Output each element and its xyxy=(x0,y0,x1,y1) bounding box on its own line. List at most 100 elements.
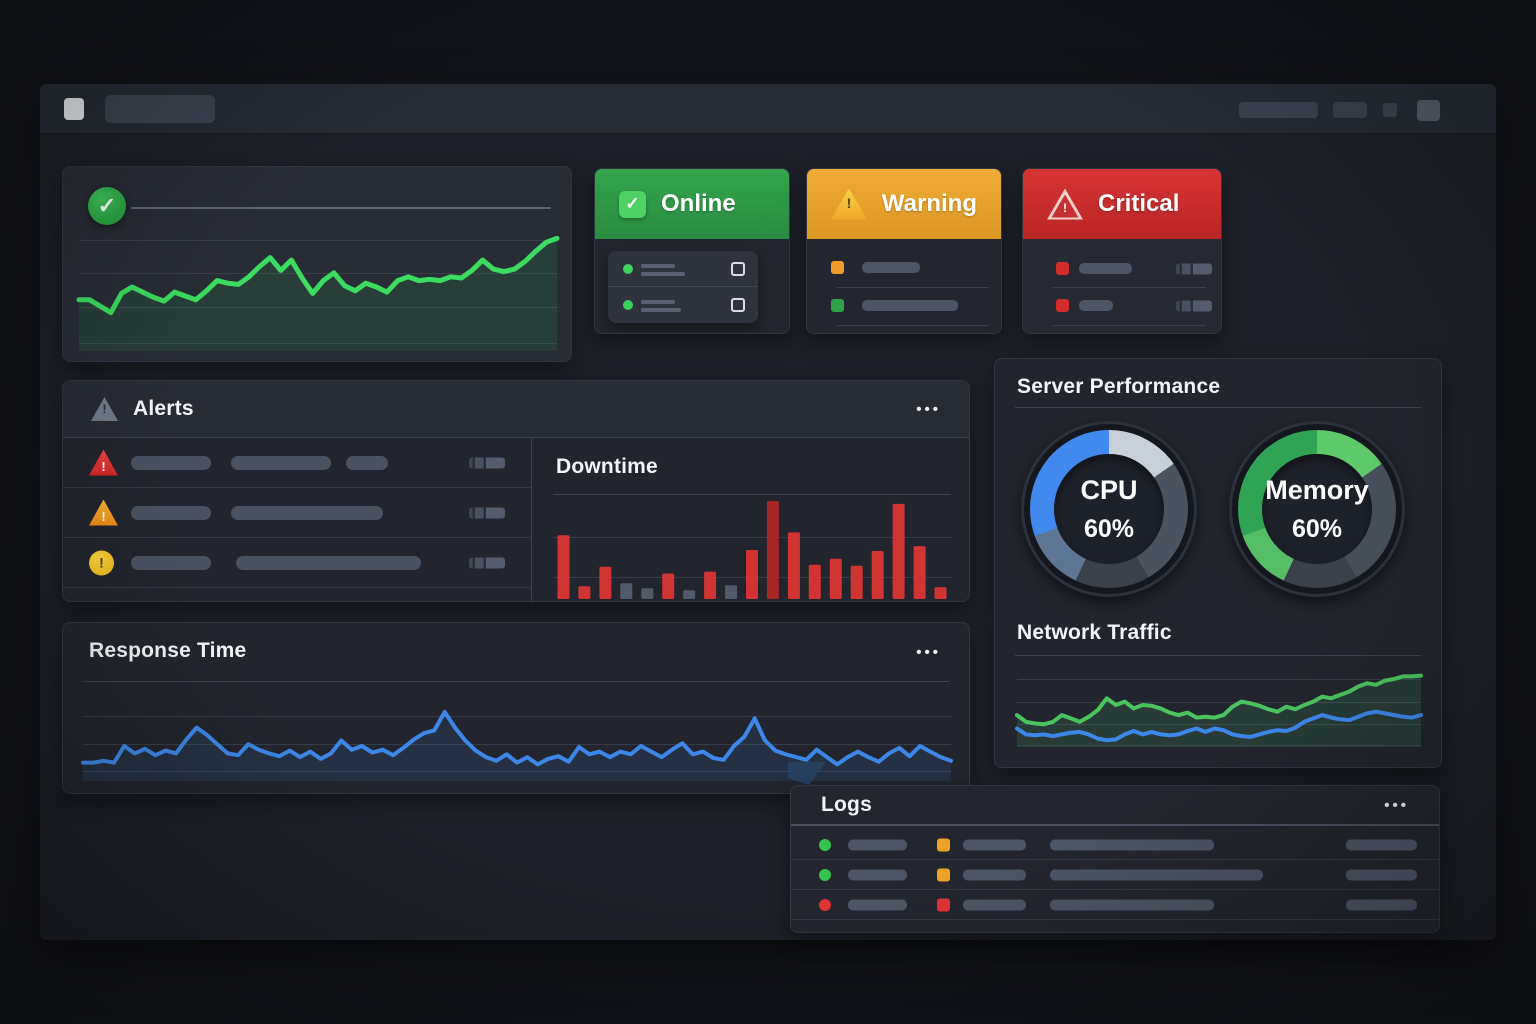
online-server-row[interactable] xyxy=(608,251,758,287)
alert-row[interactable]: ! xyxy=(63,438,531,488)
downtime-title: Downtime xyxy=(556,455,658,478)
critical-label: Critical xyxy=(1098,190,1180,217)
title-placeholder-line xyxy=(131,207,551,209)
critical-item-badge xyxy=(1056,299,1069,312)
log-level-badge-orange xyxy=(937,838,950,851)
status-dot-green xyxy=(623,300,633,310)
text-placeholder xyxy=(131,555,211,570)
divider xyxy=(1015,407,1421,408)
warning-item-badge xyxy=(831,261,844,274)
text-placeholder xyxy=(1346,839,1417,850)
text-placeholder xyxy=(641,264,675,268)
logs-panel-header: Logs ••• xyxy=(791,786,1439,826)
divider xyxy=(1053,287,1206,288)
text-placeholder xyxy=(1346,869,1417,880)
text-placeholder xyxy=(963,899,1026,910)
app-icon xyxy=(64,98,84,120)
window-control-minimize[interactable] xyxy=(1383,103,1397,117)
critical-status-card[interactable]: ! Critical xyxy=(1022,168,1222,334)
ok-item-badge xyxy=(831,299,844,312)
response-time-title: Response Time xyxy=(89,639,247,662)
dashboard-window: ✓ ✓ Online xyxy=(40,84,1496,940)
gauge-hole xyxy=(1262,454,1372,564)
titlebar xyxy=(40,84,1496,134)
divider xyxy=(1015,655,1421,656)
alert-row[interactable]: ! xyxy=(63,488,531,538)
tri-red-icon: ! xyxy=(89,449,118,476)
server-performance-title: Server Performance xyxy=(1017,375,1221,398)
text-placeholder xyxy=(1050,869,1263,880)
text-placeholder xyxy=(231,455,331,470)
online-status-card[interactable]: ✓ Online xyxy=(594,168,790,334)
log-status-dot-green xyxy=(819,838,831,851)
online-card-header: ✓ Online xyxy=(595,169,789,239)
downtime-bar-chart xyxy=(553,501,951,599)
window-control-wide[interactable] xyxy=(1239,102,1318,118)
tri-orange-icon: ! xyxy=(89,499,118,526)
value-pill xyxy=(1176,300,1212,312)
response-time-panel: Response Time ••• xyxy=(62,622,970,794)
text-placeholder xyxy=(641,272,685,276)
memory-label: Memory xyxy=(1265,474,1369,505)
uptime-trend-card: ✓ xyxy=(62,166,572,362)
text-placeholder xyxy=(231,505,383,520)
healthy-check-icon: ✓ xyxy=(88,187,126,225)
divider xyxy=(83,681,949,682)
alerts-more-button[interactable]: ••• xyxy=(916,400,941,418)
warning-status-card[interactable]: ! Warning xyxy=(806,168,1002,334)
text-placeholder xyxy=(862,262,920,273)
text-placeholder xyxy=(641,300,675,304)
text-placeholder xyxy=(848,869,907,880)
text-placeholder xyxy=(862,300,958,311)
window-control-close[interactable] xyxy=(1417,100,1440,121)
text-placeholder xyxy=(641,308,681,312)
alerts-list: !!! xyxy=(63,438,531,588)
text-placeholder xyxy=(963,839,1026,850)
alerts-title: Alerts xyxy=(133,397,194,420)
divider xyxy=(837,325,989,326)
text-placeholder xyxy=(131,455,211,470)
server-icon xyxy=(731,261,745,276)
warning-triangle-icon: ! xyxy=(831,188,867,220)
log-row[interactable] xyxy=(791,860,1439,890)
value-pill xyxy=(469,457,505,468)
value-pill xyxy=(469,507,505,518)
text-placeholder xyxy=(848,899,907,910)
online-server-row[interactable] xyxy=(608,287,758,323)
check-icon: ✓ xyxy=(619,190,646,218)
window-control-pill[interactable] xyxy=(1333,102,1367,118)
logs-title: Logs xyxy=(821,793,872,816)
uptime-trend-chart xyxy=(76,223,560,351)
log-row[interactable] xyxy=(791,890,1439,920)
logs-list xyxy=(791,830,1439,920)
divider xyxy=(1053,325,1206,326)
warning-card-header: ! Warning xyxy=(807,169,1001,239)
text-placeholder xyxy=(1079,263,1132,274)
critical-triangle-icon: ! xyxy=(1047,188,1083,220)
value-pill xyxy=(469,557,505,568)
logs-more-button[interactable]: ••• xyxy=(1384,796,1409,814)
divider xyxy=(531,438,532,601)
logs-panel: Logs ••• xyxy=(790,785,1440,933)
alerts-panel-header: ! Alerts ••• xyxy=(63,381,969,438)
text-placeholder xyxy=(236,555,421,570)
text-placeholder xyxy=(1079,300,1113,311)
alert-triangle-icon: ! xyxy=(91,397,118,421)
cpu-value: 60% xyxy=(1083,514,1135,543)
text-placeholder xyxy=(1050,899,1214,910)
log-status-dot-green xyxy=(819,868,831,881)
online-label: Online xyxy=(661,190,736,217)
critical-card-header: ! Critical xyxy=(1023,169,1221,239)
text-placeholder xyxy=(131,505,211,520)
response-time-more-button[interactable]: ••• xyxy=(916,644,941,661)
alerts-panel: ! Alerts ••• !!! Downtime xyxy=(62,380,970,602)
log-row[interactable] xyxy=(791,830,1439,860)
log-status-dot-red xyxy=(819,898,831,911)
memory-gauge: Memory 60% xyxy=(1229,421,1405,597)
text-placeholder xyxy=(346,455,388,470)
value-pill xyxy=(1176,263,1212,275)
circ-yellow-icon: ! xyxy=(89,550,114,575)
cpu-label: CPU xyxy=(1080,474,1138,505)
window-title-placeholder xyxy=(105,95,215,123)
alert-row[interactable]: ! xyxy=(63,538,531,588)
